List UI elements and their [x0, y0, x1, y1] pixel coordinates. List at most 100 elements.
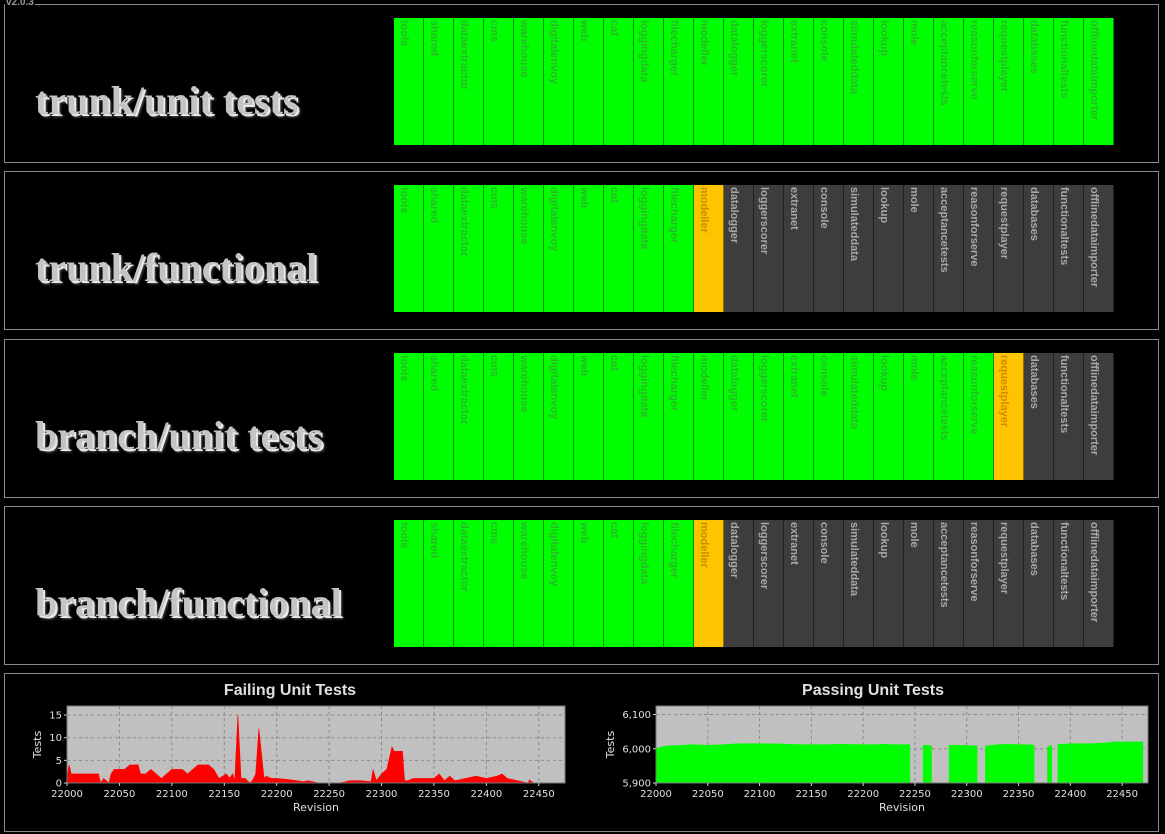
module-cell-lookup[interactable]: lookup — [874, 185, 904, 312]
module-cell-console[interactable]: console — [814, 185, 844, 312]
module-cell-cat[interactable]: cat — [604, 520, 634, 647]
module-cell-loggingdata[interactable]: loggingdata — [634, 520, 664, 647]
module-cell-lookup[interactable]: lookup — [874, 18, 904, 145]
module-cell-filecharger[interactable]: filecharger — [664, 185, 694, 312]
module-cell-tools[interactable]: tools — [394, 353, 424, 480]
module-cell-mole[interactable]: mole — [904, 18, 934, 145]
module-cell-web[interactable]: web — [574, 185, 604, 312]
module-cell-modeller[interactable]: modeller — [694, 18, 724, 145]
module-cell-shared[interactable]: shared — [424, 353, 454, 480]
module-cell-offlinedataimporter[interactable]: offlinedataimporter — [1084, 353, 1114, 480]
module-cell-filecharger[interactable]: filecharger — [664, 18, 694, 145]
module-cell-web[interactable]: web — [574, 520, 604, 647]
module-cell-acceptancetests[interactable]: acceptancetests — [934, 18, 964, 145]
module-cell-offlinedataimporter[interactable]: offlinedataimporter — [1084, 520, 1114, 647]
module-cell-dataextractor[interactable]: dataextractor — [454, 353, 484, 480]
module-cell-digitalenvoy[interactable]: digitalenvoy — [544, 520, 574, 647]
module-cell-databases[interactable]: databases — [1024, 520, 1054, 647]
module-cell-extranet[interactable]: extranet — [784, 18, 814, 145]
module-cell-offlinedataimporter[interactable]: offlinedataimporter — [1084, 185, 1114, 312]
module-cell-simulateddata[interactable]: simulateddata — [844, 185, 874, 312]
module-cell-extranet[interactable]: extranet — [784, 185, 814, 312]
status-panel: trunk/unit tests tools shared dataextractor… — [4, 4, 1159, 163]
module-cell-cms[interactable]: cms — [484, 185, 514, 312]
module-label: reasonforserve — [968, 187, 980, 267]
module-cell-requestplayer[interactable]: requestplayer — [994, 18, 1024, 145]
module-cell-console[interactable]: console — [814, 353, 844, 480]
module-cell-digitalenvoy[interactable]: digitalenvoy — [544, 18, 574, 145]
module-cell-requestplayer[interactable]: requestplayer — [994, 353, 1024, 480]
module-cell-dataextractor[interactable]: dataextractor — [454, 185, 484, 312]
module-cell-databases[interactable]: databases — [1024, 185, 1054, 312]
module-cell-acceptancetests[interactable]: acceptancetests — [934, 185, 964, 312]
module-cell-requestplayer[interactable]: requestplayer — [994, 520, 1024, 647]
module-cell-loggerscorer[interactable]: loggerscorer — [754, 185, 784, 312]
module-cell-filecharger[interactable]: filecharger — [664, 353, 694, 480]
module-cell-loggingdata[interactable]: loggingdata — [634, 353, 664, 480]
module-cell-dataextractor[interactable]: dataextractor — [454, 520, 484, 647]
module-cell-reasonforserve[interactable]: reasonforserve — [964, 353, 994, 480]
module-cell-shared[interactable]: shared — [424, 520, 454, 647]
module-cell-acceptancetests[interactable]: acceptancetests — [934, 353, 964, 480]
module-cell-modeller[interactable]: modeller — [694, 185, 724, 312]
module-cell-filecharger[interactable]: filecharger — [664, 520, 694, 647]
module-cell-web[interactable]: web — [574, 353, 604, 480]
module-cell-warehouse[interactable]: warehouse — [514, 520, 544, 647]
module-cell-loggingdata[interactable]: loggingdata — [634, 18, 664, 145]
module-cell-tools[interactable]: tools — [394, 18, 424, 145]
module-cell-warehouse[interactable]: warehouse — [514, 353, 544, 480]
module-cell-modeller[interactable]: modeller — [694, 520, 724, 647]
module-cell-lookup[interactable]: lookup — [874, 353, 904, 480]
module-cell-cat[interactable]: cat — [604, 353, 634, 480]
module-cell-simulateddata[interactable]: simulateddata — [844, 18, 874, 145]
module-cell-mole[interactable]: mole — [904, 353, 934, 480]
module-label: extranet — [788, 187, 800, 230]
module-cell-functionaltests[interactable]: functionaltests — [1054, 353, 1084, 480]
module-cell-lookup[interactable]: lookup — [874, 520, 904, 647]
module-cell-cms[interactable]: cms — [484, 520, 514, 647]
module-cell-simulateddata[interactable]: simulateddata — [844, 353, 874, 480]
module-cell-mole[interactable]: mole — [904, 185, 934, 312]
module-cell-console[interactable]: console — [814, 18, 844, 145]
module-cell-loggerscorer[interactable]: loggerscorer — [754, 353, 784, 480]
module-cell-simulateddata[interactable]: simulateddata — [844, 520, 874, 647]
module-cell-modeller[interactable]: modeller — [694, 353, 724, 480]
module-cell-mole[interactable]: mole — [904, 520, 934, 647]
module-cell-extranet[interactable]: extranet — [784, 353, 814, 480]
module-cell-console[interactable]: console — [814, 520, 844, 647]
module-cell-cms[interactable]: cms — [484, 18, 514, 145]
module-cell-dataextractor[interactable]: dataextractor — [454, 18, 484, 145]
version-label: v2.0.3 — [5, 0, 35, 8]
module-cell-offlinedataimporter[interactable]: offlinedataimporter — [1084, 18, 1114, 145]
module-cell-cat[interactable]: cat — [604, 18, 634, 145]
module-cell-warehouse[interactable]: warehouse — [514, 185, 544, 312]
module-cell-requestplayer[interactable]: requestplayer — [994, 185, 1024, 312]
module-cell-databases[interactable]: databases — [1024, 353, 1054, 480]
module-cell-reasonforserve[interactable]: reasonforserve — [964, 185, 994, 312]
module-cell-shared[interactable]: shared — [424, 185, 454, 312]
module-cell-warehouse[interactable]: warehouse — [514, 18, 544, 145]
module-cell-loggingdata[interactable]: loggingdata — [634, 185, 664, 312]
module-cell-cms[interactable]: cms — [484, 353, 514, 480]
module-cell-digitalenvoy[interactable]: digitalenvoy — [544, 353, 574, 480]
module-cell-tools[interactable]: tools — [394, 520, 424, 647]
module-cell-web[interactable]: web — [574, 18, 604, 145]
module-cell-extranet[interactable]: extranet — [784, 520, 814, 647]
module-cell-loggerscorer[interactable]: loggerscorer — [754, 18, 784, 145]
module-cell-datalogger[interactable]: datalogger — [724, 18, 754, 145]
module-cell-reasonforserve[interactable]: reasonforserve — [964, 520, 994, 647]
module-cell-functionaltests[interactable]: functionaltests — [1054, 185, 1084, 312]
module-cell-databases[interactable]: databases — [1024, 18, 1054, 145]
module-cell-digitalenvoy[interactable]: digitalenvoy — [544, 185, 574, 312]
module-cell-cat[interactable]: cat — [604, 185, 634, 312]
module-cell-acceptancetests[interactable]: acceptancetests — [934, 520, 964, 647]
module-cell-shared[interactable]: shared — [424, 18, 454, 145]
module-cell-datalogger[interactable]: datalogger — [724, 185, 754, 312]
module-cell-tools[interactable]: tools — [394, 185, 424, 312]
module-cell-functionaltests[interactable]: functionaltests — [1054, 520, 1084, 647]
module-cell-datalogger[interactable]: datalogger — [724, 520, 754, 647]
module-cell-datalogger[interactable]: datalogger — [724, 353, 754, 480]
module-cell-reasonforserve[interactable]: reasonforserve — [964, 18, 994, 145]
module-cell-functionaltests[interactable]: functionaltests — [1054, 18, 1084, 145]
module-cell-loggerscorer[interactable]: loggerscorer — [754, 520, 784, 647]
